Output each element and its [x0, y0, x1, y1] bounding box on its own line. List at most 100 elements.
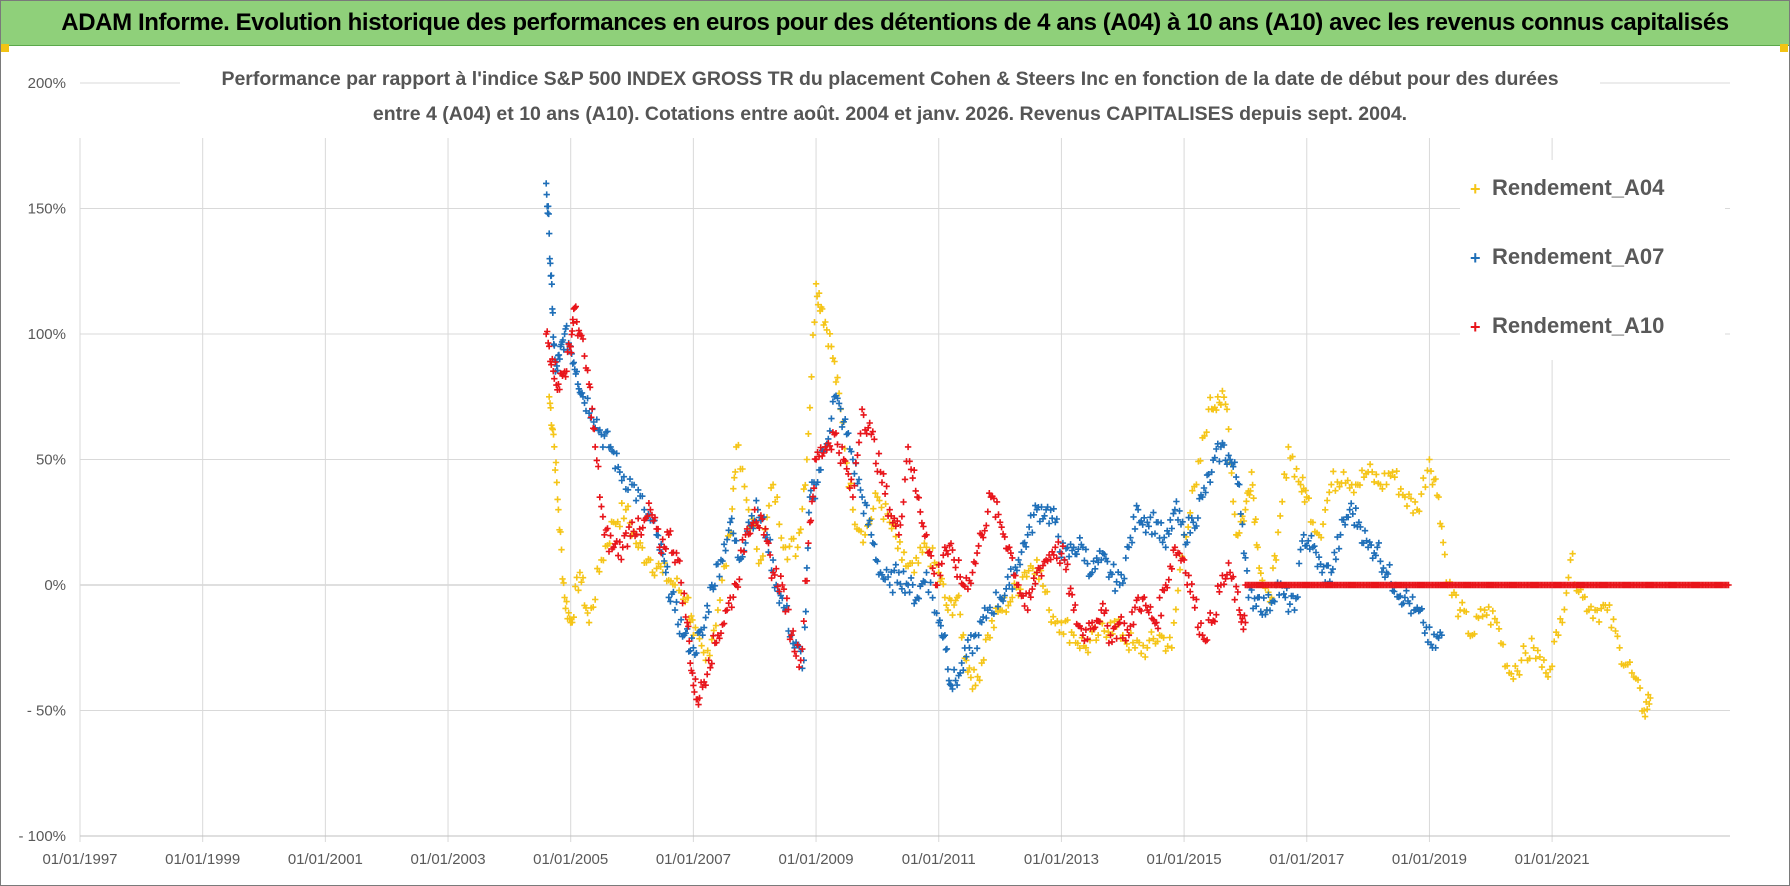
marker-rendement-a07	[1409, 593, 1416, 601]
marker-rendement-a04	[808, 373, 815, 380]
marker-rendement-a10	[846, 484, 853, 492]
marker-rendement-a10	[662, 545, 669, 552]
marker-rendement-a04	[1510, 675, 1517, 683]
marker-rendement-a10	[1154, 625, 1162, 632]
marker-rendement-a10	[810, 485, 818, 492]
marker-rendement-a10	[692, 675, 699, 683]
marker-rendement-a04	[1309, 519, 1317, 526]
marker-rendement-a04	[988, 617, 996, 624]
marker-rendement-a10	[1130, 621, 1137, 628]
marker-rendement-a04	[990, 624, 998, 631]
marker-rendement-a04	[566, 615, 573, 622]
marker-rendement-a07	[1337, 531, 1344, 538]
marker-rendement-a10	[598, 503, 605, 510]
marker-rendement-a04	[1123, 640, 1130, 648]
marker-rendement-a04	[1271, 552, 1278, 559]
marker-rendement-a04	[809, 331, 817, 339]
marker-rendement-a10	[1068, 591, 1076, 598]
marker-rendement-a04	[1438, 523, 1445, 530]
marker-rendement-a04	[708, 636, 715, 643]
marker-rendement-a04	[1035, 576, 1043, 583]
marker-rendement-a10	[1055, 538, 1062, 546]
marker-rendement-a04	[757, 556, 765, 564]
marker-rendement-a04	[957, 611, 964, 618]
marker-rendement-a10	[1138, 607, 1145, 615]
y-tick-label: - 50%	[27, 703, 66, 720]
marker-rendement-a04	[1538, 663, 1546, 671]
marker-rendement-a10	[937, 572, 944, 579]
marker-rendement-a04	[558, 546, 565, 553]
marker-rendement-a07	[1403, 587, 1410, 594]
marker-rendement-a04	[1279, 498, 1286, 505]
marker-rendement-a04	[1070, 632, 1077, 639]
marker-rendement-a10	[904, 443, 912, 451]
marker-rendement-a10	[1187, 588, 1194, 595]
marker-rendement-a04	[1532, 655, 1539, 662]
marker-rendement-a10	[990, 495, 998, 502]
marker-rendement-a04	[1641, 713, 1649, 720]
marker-rendement-a04	[1540, 656, 1548, 664]
legend-marker-a10: +	[1470, 317, 1481, 337]
marker-rendement-a07	[1345, 514, 1352, 521]
marker-rendement-a07	[639, 493, 646, 500]
marker-rendement-a07	[1308, 532, 1315, 539]
marker-rendement-a04	[562, 605, 569, 612]
marker-rendement-a04	[1427, 468, 1435, 475]
marker-rendement-a07	[900, 568, 907, 575]
marker-rendement-a04	[1236, 529, 1243, 537]
marker-rendement-a04	[552, 466, 559, 474]
x-tick-label: 01/01/2011	[902, 851, 976, 868]
marker-rendement-a04	[767, 484, 775, 492]
marker-rendement-a04	[1082, 644, 1090, 651]
marker-rendement-a07	[860, 510, 867, 517]
marker-rendement-a10	[546, 343, 553, 350]
marker-rendement-a04	[1317, 534, 1325, 541]
marker-rendement-a04	[1565, 574, 1572, 581]
marker-rendement-a10	[980, 534, 987, 541]
marker-rendement-a04	[900, 549, 908, 556]
marker-rendement-a10	[1147, 603, 1154, 611]
marker-rendement-a07	[1133, 502, 1140, 509]
marker-rendement-a07	[1110, 561, 1117, 568]
marker-rendement-a04	[782, 544, 789, 551]
marker-rendement-a04	[800, 485, 807, 493]
marker-rendement-a10	[1021, 602, 1028, 610]
marker-rendement-a10	[563, 368, 570, 375]
marker-rendement-a07	[1125, 544, 1133, 551]
marker-rendement-a07	[725, 527, 732, 534]
marker-rendement-a07	[1216, 458, 1223, 465]
marker-rendement-a04	[949, 611, 956, 619]
marker-rendement-a04	[921, 540, 928, 547]
marker-rendement-a04	[917, 544, 924, 551]
marker-rendement-a04	[861, 531, 869, 538]
legend-marker-a04: +	[1470, 179, 1481, 199]
marker-rendement-a10	[981, 527, 988, 534]
y-tick-label: - 100%	[18, 828, 66, 845]
marker-rendement-a07	[581, 399, 588, 407]
marker-rendement-a07	[1223, 461, 1231, 468]
marker-rendement-a10	[1191, 604, 1198, 611]
marker-rendement-a04	[559, 575, 566, 583]
marker-rendement-a10	[1142, 602, 1149, 609]
marker-rendement-a10	[788, 632, 795, 639]
marker-rendement-a10	[681, 590, 688, 597]
marker-rendement-a07	[1055, 533, 1062, 540]
marker-rendement-a04	[624, 503, 632, 510]
marker-rendement-a10	[1211, 618, 1218, 625]
marker-rendement-a10	[696, 694, 703, 702]
marker-rendement-a07	[1237, 510, 1244, 518]
marker-rendement-a04	[1514, 667, 1521, 675]
marker-rendement-a10	[645, 500, 653, 507]
marker-rendement-a10	[658, 549, 665, 557]
marker-rendement-a07	[1044, 503, 1051, 511]
marker-rendement-a04	[657, 563, 664, 570]
marker-rendement-a04	[1172, 606, 1180, 613]
marker-rendement-a04	[547, 404, 554, 411]
marker-rendement-a07	[739, 553, 746, 560]
marker-rendement-a04	[784, 556, 791, 563]
marker-rendement-a07	[973, 645, 981, 652]
marker-rendement-a04	[647, 556, 654, 564]
marker-rendement-a07	[620, 473, 628, 480]
marker-rendement-a04	[1518, 657, 1525, 664]
marker-rendement-a04	[1334, 478, 1341, 486]
